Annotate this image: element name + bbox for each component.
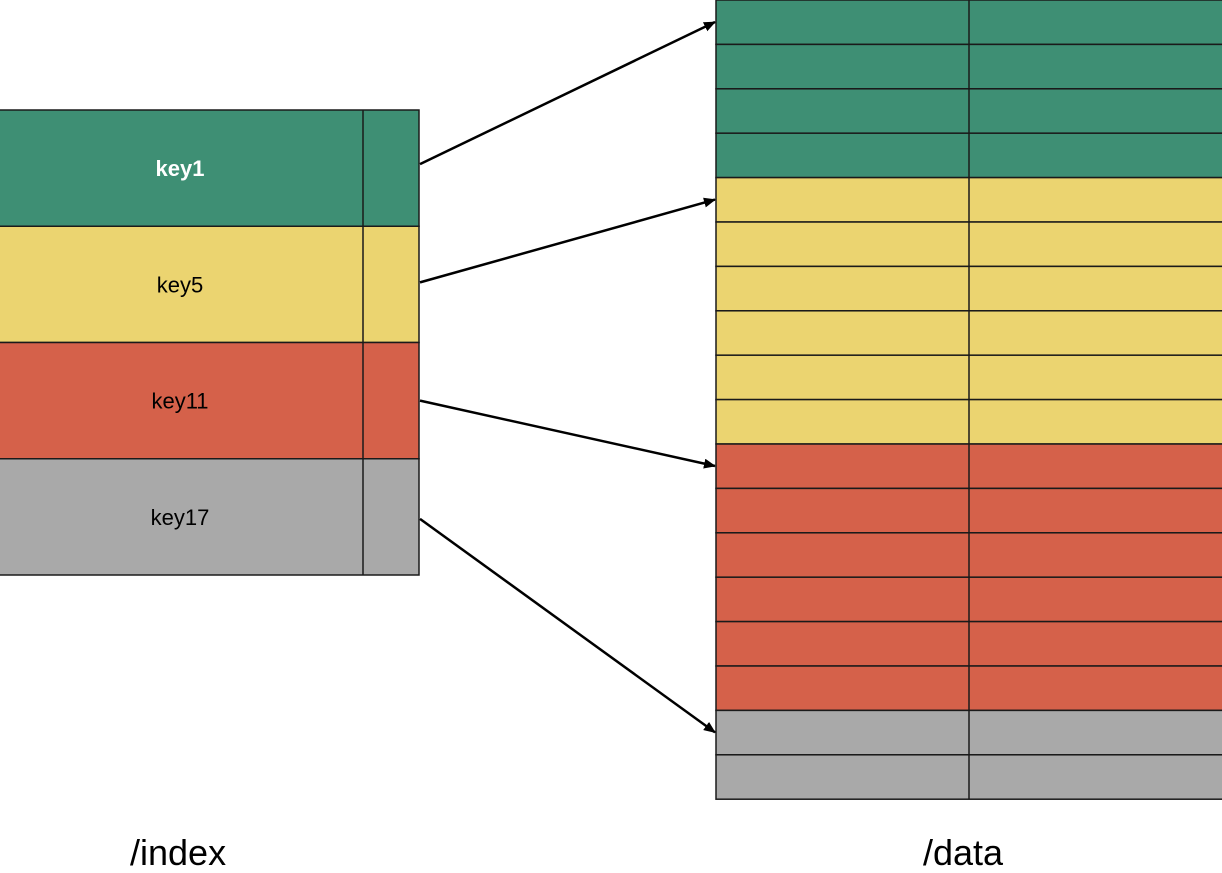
data-row xyxy=(715,43,1222,90)
pointer-arrow xyxy=(419,399,716,469)
data-row xyxy=(715,88,1222,134)
data-row xyxy=(715,310,1222,356)
pointer-arrow xyxy=(419,517,716,734)
index-table: key1 key5 key11 key17 xyxy=(0,109,420,576)
index-key-label: key11 xyxy=(151,389,208,414)
index-entry: key17 xyxy=(0,458,420,576)
data-row xyxy=(715,354,1222,401)
index-entry: key11 xyxy=(0,341,420,460)
data-row xyxy=(715,265,1222,312)
data-row xyxy=(715,576,1222,623)
data-row xyxy=(715,754,1222,800)
data-row xyxy=(715,665,1222,712)
index-caption: /index xyxy=(130,832,227,873)
index-entry-cell xyxy=(0,109,420,227)
data-row xyxy=(715,398,1222,445)
data-row xyxy=(715,132,1222,179)
index-key-label: key17 xyxy=(151,505,210,530)
data-row xyxy=(715,0,1222,46)
data-row xyxy=(715,487,1222,534)
index-entry: key1 xyxy=(0,109,420,227)
data-row xyxy=(715,620,1222,667)
data-row xyxy=(715,176,1222,223)
data-caption: /data xyxy=(923,832,1004,873)
data-table xyxy=(715,0,1222,800)
index-entry: key5 xyxy=(0,225,420,344)
pointer-arrow xyxy=(419,197,716,284)
index-key-label: key5 xyxy=(157,272,203,297)
pointer-arrows xyxy=(419,20,716,734)
index-key-label: key1 xyxy=(156,156,205,181)
data-row xyxy=(715,221,1222,268)
index-entry-cell xyxy=(0,225,420,344)
index-entry-cell xyxy=(0,458,420,576)
pointer-arrow xyxy=(419,20,716,166)
index-entry-cell xyxy=(0,341,420,460)
data-row xyxy=(715,709,1222,756)
data-row xyxy=(715,443,1222,490)
data-row xyxy=(715,532,1222,578)
